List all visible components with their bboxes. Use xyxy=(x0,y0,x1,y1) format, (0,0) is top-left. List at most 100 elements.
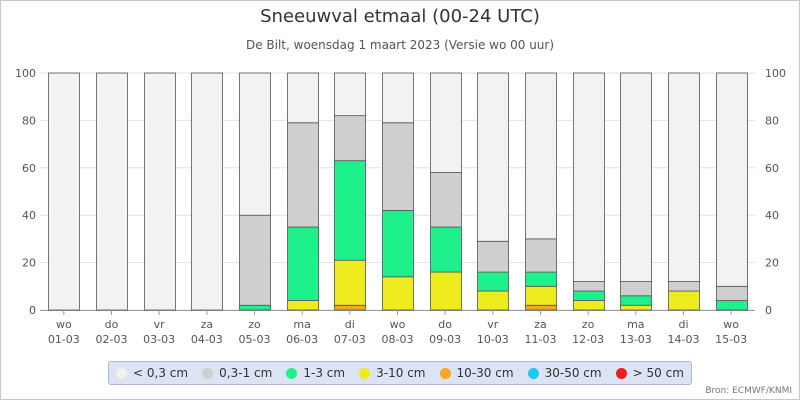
legend-label: 30-50 cm xyxy=(544,366,602,380)
bar-segment xyxy=(477,72,509,242)
x-tick-label-day: do xyxy=(438,318,452,331)
bar-segment xyxy=(525,72,557,240)
legend-item: 30-50 cm xyxy=(527,366,602,380)
y-tick-label-left: 0 xyxy=(29,304,36,317)
x-tick-label-date: 12-03 xyxy=(572,333,604,346)
legend-label: > 50 cm xyxy=(632,366,684,380)
y-tick-label-left: 80 xyxy=(22,114,36,127)
x-tick-label-date: 06-03 xyxy=(286,333,318,346)
tick-layer: 0 0 20 20 40 40 60 60 80 80 100 100 xyxy=(15,67,786,317)
bar-segment xyxy=(430,72,462,173)
bar-layer xyxy=(48,72,748,311)
x-tick-label-day: do xyxy=(105,318,119,331)
y-tick-label-left: 40 xyxy=(22,209,36,222)
bar-stack xyxy=(334,72,366,311)
bar-segment xyxy=(477,290,509,311)
bar-stack xyxy=(477,72,509,311)
legend-swatch-icon xyxy=(359,367,371,379)
bar-segment xyxy=(620,295,652,306)
chart-subtitle: De Bilt, woensdag 1 maart 2023 (Versie w… xyxy=(245,38,555,52)
bar-segment xyxy=(573,290,605,301)
bar-segment xyxy=(382,276,414,311)
bar-segment xyxy=(716,300,748,311)
y-tick-label-left: 60 xyxy=(22,162,36,175)
y-tick-label-right: 60 xyxy=(765,162,779,175)
legend-swatch-icon xyxy=(439,367,451,379)
legend-label: 10-30 cm xyxy=(456,366,514,380)
y-tick-label-right: 20 xyxy=(765,257,779,270)
bar-segment xyxy=(239,304,271,311)
x-tick-label-date: 02-03 xyxy=(96,333,128,346)
bar-segment xyxy=(334,304,366,311)
legend-swatch-icon xyxy=(202,367,214,379)
x-tick-label-date: 10-03 xyxy=(477,333,509,346)
x-tick-label-date: 01-03 xyxy=(48,333,80,346)
x-tick-label-day: za xyxy=(201,318,214,331)
legend-swatch-icon xyxy=(527,367,539,379)
legend-item: > 50 cm xyxy=(615,366,684,380)
bar-stack xyxy=(716,72,748,311)
bar-stack xyxy=(668,72,700,311)
bar-stack xyxy=(287,72,319,311)
bar-segment xyxy=(382,210,414,278)
y-tick-label-right: 80 xyxy=(765,114,779,127)
x-label-layer: wo 01-03 do 02-03 vr 03-03 za 04-03 zo 05-03 ma 06-… xyxy=(48,310,747,346)
bar-stack xyxy=(620,72,652,311)
bar-segment xyxy=(668,281,700,292)
x-tick-label-day: za xyxy=(534,318,547,331)
legend-item: < 0,3 cm xyxy=(116,366,188,380)
bar-segment xyxy=(668,72,700,282)
x-tick-label-day: wo xyxy=(56,318,72,331)
x-tick-label-date: 03-03 xyxy=(143,333,175,346)
legend-item: 3-10 cm xyxy=(359,366,425,380)
bar-segment xyxy=(525,304,557,311)
bar-stack xyxy=(525,72,557,311)
bar-segment xyxy=(96,72,128,311)
bar-segment xyxy=(239,72,271,216)
x-tick-label-date: 07-03 xyxy=(334,333,366,346)
bar-segment xyxy=(334,160,366,261)
x-tick-label-date: 08-03 xyxy=(382,333,414,346)
chart-title: Sneeuwval etmaal (00-24 UTC) xyxy=(260,6,540,27)
bar-segment xyxy=(382,122,414,211)
legend-swatch-icon xyxy=(116,367,128,379)
y-tick-label-left: 20 xyxy=(22,257,36,270)
bar-segment xyxy=(525,238,557,273)
legend-label: 3-10 cm xyxy=(376,366,426,380)
legend-swatch-icon xyxy=(286,367,298,379)
bar-segment xyxy=(573,281,605,292)
bar-segment xyxy=(287,122,319,228)
x-tick-label-day: di xyxy=(345,318,355,331)
bar-segment xyxy=(334,259,366,306)
bar-segment xyxy=(287,226,319,301)
bar-stack xyxy=(382,72,414,311)
legend-swatch-icon xyxy=(615,367,627,379)
bar-segment xyxy=(716,285,748,301)
legend: < 0,3 cm 0,3-1 cm 1-3 cm 3-10 cm 10-30 cm 30-… xyxy=(108,361,692,385)
bar-stack xyxy=(573,72,605,311)
bar-segment xyxy=(430,271,462,311)
bar-segment xyxy=(239,214,271,306)
x-tick-label-day: vr xyxy=(154,318,166,331)
bar-segment xyxy=(48,72,80,311)
x-tick-label-day: ma xyxy=(627,318,644,331)
x-tick-label-day: zo xyxy=(248,318,261,331)
x-tick-label-date: 11-03 xyxy=(525,333,557,346)
bar-segment xyxy=(573,72,605,282)
x-tick-label-day: wo xyxy=(723,318,739,331)
x-tick-label-day: ma xyxy=(293,318,310,331)
bar-stack xyxy=(144,72,176,311)
x-tick-label-date: 04-03 xyxy=(191,333,223,346)
bar-segment xyxy=(525,271,557,287)
bar-segment xyxy=(668,290,700,311)
bar-stack xyxy=(430,72,462,311)
x-tick-label-date: 09-03 xyxy=(429,333,461,346)
y-tick-label-right: 40 xyxy=(765,209,779,222)
bar-segment xyxy=(620,281,652,297)
bar-segment xyxy=(620,304,652,311)
bar-segment xyxy=(287,300,319,311)
bar-stack xyxy=(239,72,271,311)
x-tick-label-day: di xyxy=(678,318,688,331)
y-tick-label-left: 100 xyxy=(15,67,36,80)
